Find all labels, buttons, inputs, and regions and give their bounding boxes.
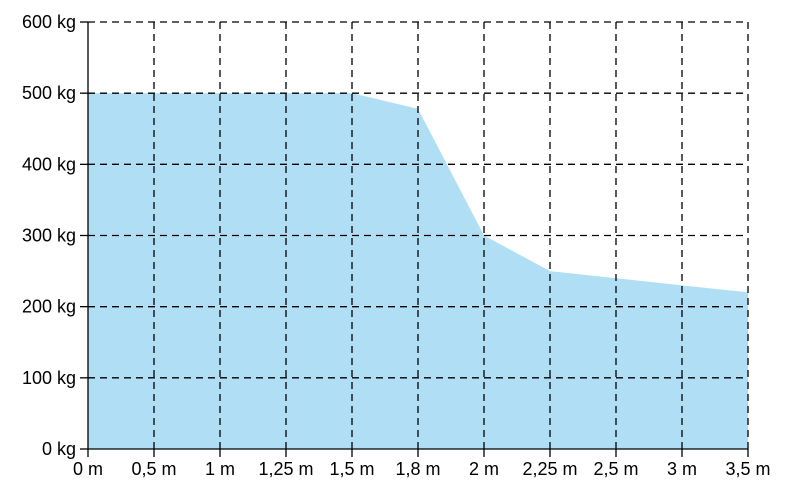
- grid-layer: [88, 21, 749, 449]
- x-tick-labels: 0 m 0,5 m 1 m 1,25 m 1,5 m 1,8 m 2 m 2,25 m 2,5 …: [73, 459, 771, 479]
- y-tick-label: 600 kg: [22, 12, 76, 32]
- x-tick-label: 1,5 m: [329, 459, 374, 479]
- x-tick-label: 0 m: [73, 459, 103, 479]
- x-tick-label: 1 m: [205, 459, 235, 479]
- x-tick-label: 2 m: [469, 459, 499, 479]
- x-tick-label: 2,25 m: [522, 459, 577, 479]
- axis-layer: [80, 21, 749, 457]
- x-tick-label: 1,25 m: [258, 459, 313, 479]
- y-tick-label: 200 kg: [22, 297, 76, 317]
- x-tick-label: 1,8 m: [395, 459, 440, 479]
- x-tick-label: 3 m: [667, 459, 697, 479]
- y-tick-labels: 0 kg 100 kg 200 kg 300 kg 400 kg 500 kg 600 kg: [22, 12, 76, 459]
- y-tick-label: 100 kg: [22, 368, 76, 388]
- y-tick-label: 300 kg: [22, 226, 76, 246]
- y-tick-label: 0 kg: [42, 439, 76, 459]
- x-tick-label: 2,5 m: [593, 459, 638, 479]
- y-tick-label: 400 kg: [22, 154, 76, 174]
- x-tick-label: 3,5 m: [725, 459, 770, 479]
- y-tick-label: 500 kg: [22, 83, 76, 103]
- capacity-area: [88, 93, 748, 450]
- x-tick-label: 0,5 m: [131, 459, 176, 479]
